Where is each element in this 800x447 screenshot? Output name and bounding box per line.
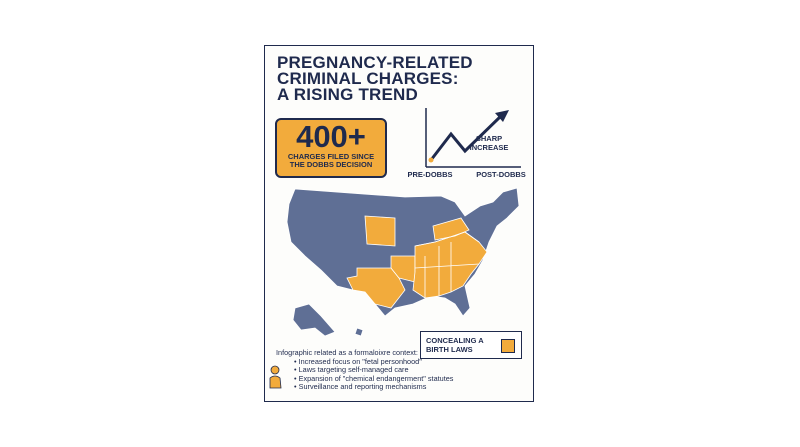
title-line: A RISING TREND <box>277 85 419 104</box>
context-bullet: Expansion of "chemical endangerment" sta… <box>294 374 454 384</box>
stat-number: 400+ <box>296 119 366 154</box>
context-intro: Infographic related as a formaloixre con… <box>276 348 418 357</box>
icon-head <box>270 365 280 375</box>
trend-annotation: INCREASE <box>470 143 509 152</box>
map-alaska <box>292 303 336 337</box>
map-border <box>414 242 480 298</box>
map-state <box>364 215 396 247</box>
graphics: SHARP INCREASE PRE-DOBBS POST-DOBBS <box>286 108 526 337</box>
legend-line: CONCEALING A <box>426 336 484 345</box>
legend: CONCEALING A BIRTH LAWS <box>420 331 522 359</box>
icon-body <box>269 375 282 389</box>
stat-caption: THE DOBBS DECISION <box>289 160 373 169</box>
legend-swatch <box>501 339 515 353</box>
context-bullet: Laws targeting self-managed care <box>294 366 453 375</box>
context-bullet: Surveillance and reporting mechanisms <box>294 383 453 392</box>
title: PREGNANCY-RELATED CRIMINAL CHARGES: A RI… <box>277 53 473 104</box>
map-border <box>414 231 480 247</box>
map-state <box>390 255 416 283</box>
map-hawaii <box>354 327 364 337</box>
person-icon <box>269 365 282 389</box>
context: Infographic related as a formaloixre con… <box>276 348 454 392</box>
stat-box: 400+ CHARGES FILED SINCE THE DOBBS DECIS… <box>275 118 387 178</box>
context-bullet: Increased focus on "fetal personhood" <box>294 357 453 367</box>
title-line: PREGNANCY-RELATED <box>277 53 473 72</box>
title-line: CRIMINAL CHARGES: <box>277 69 459 88</box>
trend-start <box>428 157 434 163</box>
trend-line <box>429 114 503 161</box>
context-list: Increased focus on "fetal personhood" La… <box>276 357 454 392</box>
legend-line: BIRTH LAWS <box>426 345 473 354</box>
infographic-card: PREGNANCY-RELATED CRIMINAL CHARGES: A RI… <box>264 45 534 402</box>
us-map <box>286 187 520 337</box>
trend-annotation: SHARP <box>476 134 502 143</box>
trend-start-label: PRE-DOBBS <box>407 170 452 179</box>
trend-arrowhead <box>495 110 509 122</box>
trend-end-label: POST-DOBBS <box>476 170 526 179</box>
legend-label: CONCEALING A BIRTH LAWS <box>426 336 496 354</box>
stat-caption: CHARGES FILED SINCE <box>287 152 375 161</box>
